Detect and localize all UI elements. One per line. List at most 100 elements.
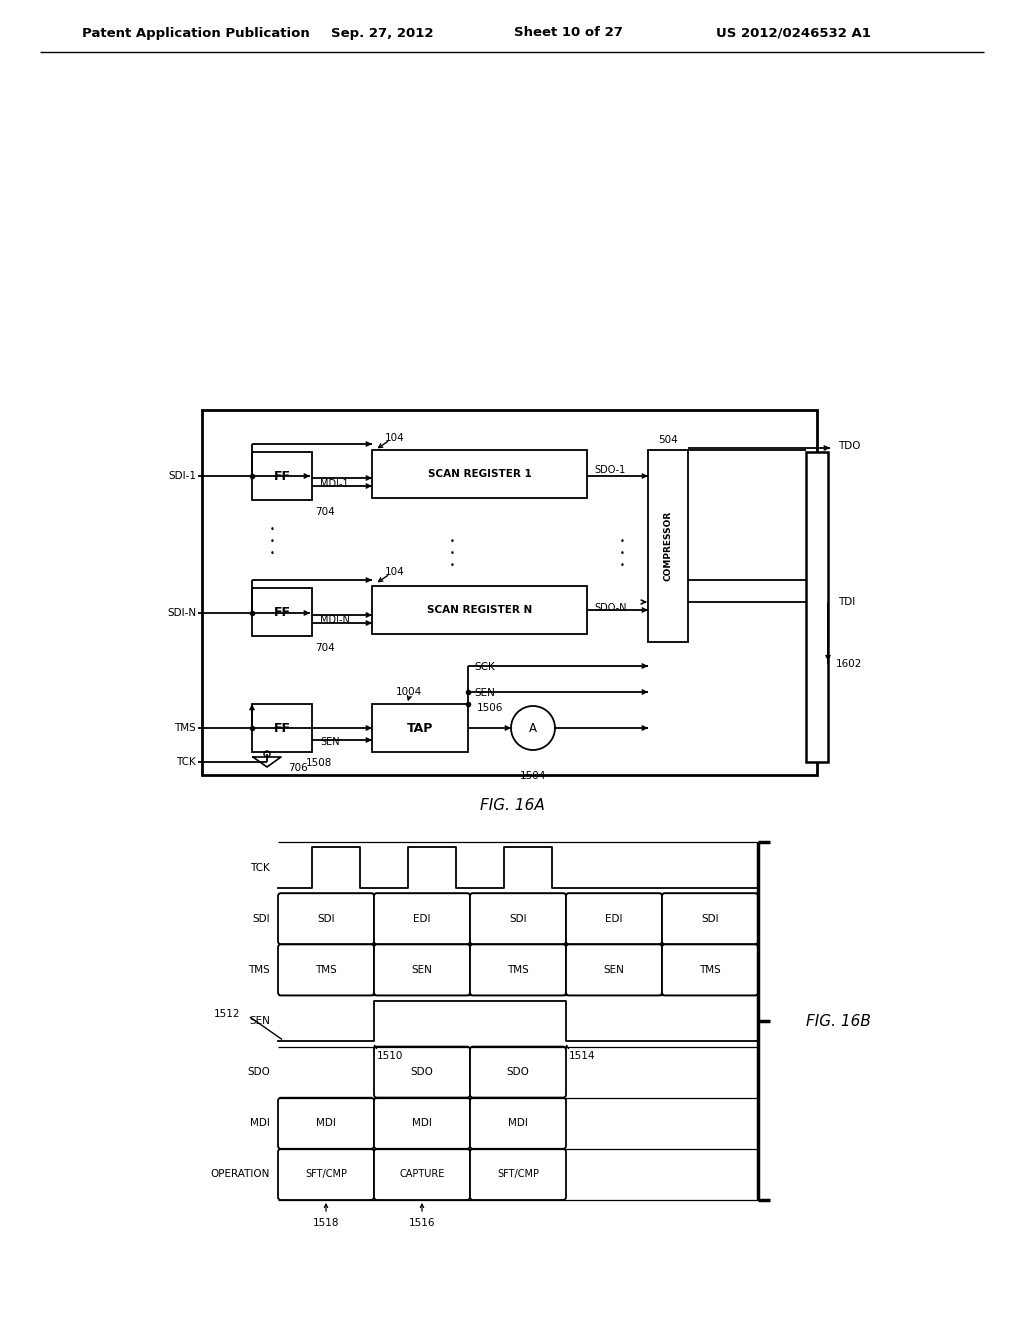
Text: 104: 104 — [385, 568, 404, 577]
Text: TMS: TMS — [315, 965, 337, 975]
Text: EDI: EDI — [605, 913, 623, 924]
Text: SDO: SDO — [507, 1067, 529, 1077]
Text: FF: FF — [273, 470, 291, 483]
Text: •: • — [620, 537, 625, 546]
Bar — [372, 704, 468, 752]
Text: CAPTURE: CAPTURE — [399, 1170, 444, 1180]
Text: SCK: SCK — [474, 663, 495, 672]
Text: FF: FF — [273, 722, 291, 734]
Bar — [252, 587, 312, 636]
Text: •: • — [269, 537, 274, 546]
Text: •: • — [450, 537, 455, 546]
Text: TCK: TCK — [250, 862, 270, 873]
Text: TAP: TAP — [407, 722, 433, 734]
FancyBboxPatch shape — [374, 1047, 470, 1098]
Text: SDI-N: SDI-N — [167, 609, 196, 618]
Text: EDI: EDI — [414, 913, 431, 924]
Text: 1510: 1510 — [377, 1051, 403, 1060]
Text: 1506: 1506 — [477, 704, 504, 713]
Text: TMS: TMS — [174, 723, 196, 733]
Text: TMS: TMS — [248, 965, 270, 975]
Text: SDI: SDI — [317, 913, 335, 924]
Bar — [806, 451, 828, 762]
FancyBboxPatch shape — [278, 1148, 374, 1200]
Bar — [372, 450, 587, 498]
Text: 1004: 1004 — [396, 686, 422, 697]
Text: Sheet 10 of 27: Sheet 10 of 27 — [514, 26, 623, 40]
Text: 1512: 1512 — [213, 1008, 240, 1019]
FancyBboxPatch shape — [470, 894, 566, 944]
Text: 704: 704 — [315, 507, 335, 517]
Text: SDO: SDO — [247, 1067, 270, 1077]
Text: FIG. 16A: FIG. 16A — [479, 797, 545, 813]
Text: MDI: MDI — [250, 1118, 270, 1129]
Text: •: • — [269, 525, 274, 535]
Text: SDI: SDI — [252, 913, 270, 924]
Text: SDO: SDO — [411, 1067, 433, 1077]
FancyBboxPatch shape — [566, 944, 662, 995]
Text: •: • — [269, 549, 274, 558]
Text: SEN: SEN — [249, 1016, 270, 1026]
Text: SDI: SDI — [701, 913, 719, 924]
FancyBboxPatch shape — [374, 944, 470, 995]
Text: 504: 504 — [658, 436, 678, 445]
Text: •: • — [620, 549, 625, 558]
FancyBboxPatch shape — [374, 894, 470, 944]
Text: SEN: SEN — [474, 688, 495, 698]
Text: TDO: TDO — [838, 441, 860, 451]
FancyBboxPatch shape — [662, 894, 758, 944]
Text: Patent Application Publication: Patent Application Publication — [82, 26, 309, 40]
Bar — [252, 451, 312, 500]
Bar — [648, 450, 688, 642]
Text: Sep. 27, 2012: Sep. 27, 2012 — [331, 26, 433, 40]
Text: MDI-N: MDI-N — [319, 615, 350, 624]
Text: MDI: MDI — [316, 1118, 336, 1129]
Text: SDI-1: SDI-1 — [168, 471, 196, 480]
FancyBboxPatch shape — [662, 944, 758, 995]
Text: A: A — [529, 722, 537, 734]
Text: SCAN REGISTER 1: SCAN REGISTER 1 — [428, 469, 531, 479]
Text: 1516: 1516 — [409, 1218, 435, 1228]
Text: SDI: SDI — [509, 913, 526, 924]
Text: 104: 104 — [385, 433, 404, 444]
Text: SCAN REGISTER N: SCAN REGISTER N — [427, 605, 532, 615]
Text: TMS: TMS — [699, 965, 721, 975]
FancyBboxPatch shape — [278, 1098, 374, 1148]
Text: FIG. 16B: FIG. 16B — [806, 1014, 870, 1028]
FancyBboxPatch shape — [470, 1148, 566, 1200]
FancyBboxPatch shape — [278, 894, 374, 944]
Bar — [372, 586, 587, 634]
FancyBboxPatch shape — [470, 1098, 566, 1148]
Text: TCK: TCK — [176, 756, 196, 767]
Text: •: • — [450, 561, 455, 570]
Text: 1508: 1508 — [306, 758, 333, 768]
FancyBboxPatch shape — [470, 944, 566, 995]
Text: TMS: TMS — [507, 965, 528, 975]
Text: 1602: 1602 — [836, 659, 862, 669]
Bar — [202, 411, 817, 775]
Text: 1514: 1514 — [569, 1051, 596, 1060]
Bar — [252, 704, 312, 752]
Text: SEN: SEN — [603, 965, 625, 975]
Text: SDO-N: SDO-N — [594, 603, 627, 612]
Text: SFT/CMP: SFT/CMP — [305, 1170, 347, 1180]
Text: TDI: TDI — [838, 597, 855, 607]
Text: MDI: MDI — [412, 1118, 432, 1129]
FancyBboxPatch shape — [374, 1098, 470, 1148]
Text: SEN: SEN — [319, 737, 340, 747]
Text: 706: 706 — [288, 763, 308, 774]
Text: 1504: 1504 — [520, 771, 546, 781]
Text: MDI: MDI — [508, 1118, 528, 1129]
Text: 1518: 1518 — [312, 1218, 339, 1228]
FancyBboxPatch shape — [374, 1148, 470, 1200]
Text: COMPRESSOR: COMPRESSOR — [664, 511, 673, 581]
Text: •: • — [450, 549, 455, 558]
Text: SFT/CMP: SFT/CMP — [497, 1170, 539, 1180]
Text: SDO-1: SDO-1 — [594, 465, 626, 475]
Text: MDI-1: MDI-1 — [319, 479, 348, 488]
Text: •: • — [620, 561, 625, 570]
Text: US 2012/0246532 A1: US 2012/0246532 A1 — [716, 26, 870, 40]
FancyBboxPatch shape — [566, 894, 662, 944]
Text: FF: FF — [273, 606, 291, 619]
Text: OPERATION: OPERATION — [211, 1170, 270, 1180]
